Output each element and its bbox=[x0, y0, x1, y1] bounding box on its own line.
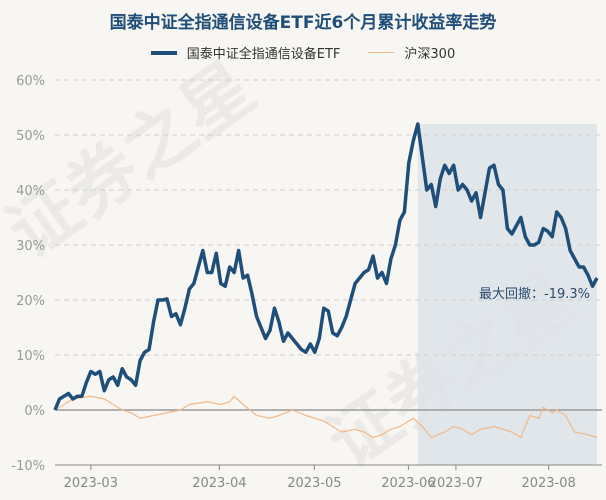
legend-label-hs300: 沪深300 bbox=[404, 47, 456, 62]
legend-swatch-hs300 bbox=[368, 52, 395, 53]
series-line-etf bbox=[53, 122, 599, 411]
legend-item-etf[interactable]: 国泰中证全指通信设备ETF bbox=[150, 43, 341, 62]
x-tick-label: 2023-05 bbox=[287, 476, 341, 491]
y-tick-label: 50% bbox=[16, 129, 45, 144]
series-line-hs300 bbox=[54, 395, 598, 439]
x-tick-label: 2023-03 bbox=[64, 476, 118, 491]
x-tick-label: 2023-07 bbox=[429, 476, 483, 491]
y-tick-label: -10% bbox=[11, 459, 45, 474]
y-tick-label: 40% bbox=[16, 184, 45, 199]
y-tick-label: 30% bbox=[16, 239, 45, 254]
legend-swatch-etf bbox=[150, 50, 177, 55]
y-tick-label: 20% bbox=[16, 294, 45, 309]
x-tick-label: 2023-06 bbox=[381, 476, 435, 491]
y-tick-label: 0% bbox=[24, 404, 45, 419]
legend-item-hs300[interactable]: 沪深300 bbox=[368, 43, 455, 62]
y-tick-label: 10% bbox=[16, 349, 45, 364]
drawdown-label: 最大回撤：-19.3% bbox=[479, 286, 590, 302]
x-tick-label: 2023-08 bbox=[521, 476, 575, 491]
x-tick-label: 2023-04 bbox=[192, 476, 246, 491]
chart-title: 国泰中证全指通信设备ETF近6个月累计收益率走势 bbox=[109, 13, 497, 33]
drawdown-area bbox=[417, 124, 597, 465]
legend: 国泰中证全指通信设备ETF 沪深300 bbox=[0, 43, 606, 62]
legend-label-etf: 国泰中证全指通信设备ETF bbox=[186, 47, 341, 62]
y-tick-label: 60% bbox=[16, 74, 45, 89]
